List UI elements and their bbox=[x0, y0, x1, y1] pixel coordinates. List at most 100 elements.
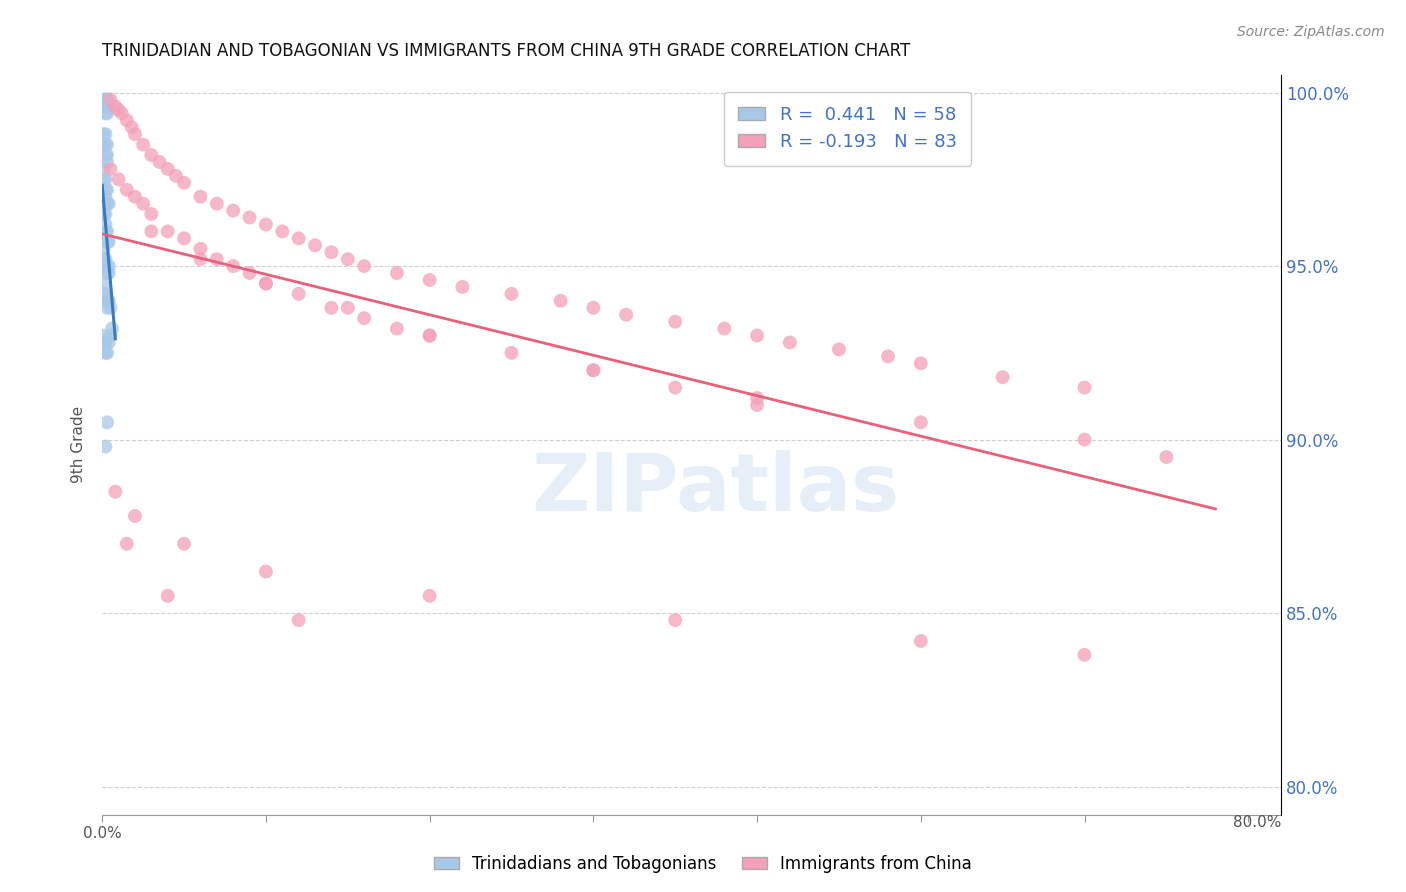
Point bbox=[254, 565, 277, 579]
Point bbox=[93, 172, 115, 186]
Point bbox=[745, 328, 768, 343]
Point bbox=[96, 155, 118, 169]
Point bbox=[238, 266, 260, 280]
Point bbox=[582, 363, 605, 377]
Point bbox=[1073, 433, 1095, 447]
Point bbox=[205, 252, 228, 267]
Point bbox=[96, 346, 118, 360]
Point bbox=[124, 190, 146, 204]
Point bbox=[97, 196, 120, 211]
Point bbox=[100, 161, 122, 176]
Point bbox=[93, 286, 115, 301]
Point bbox=[419, 328, 441, 343]
Point bbox=[141, 207, 163, 221]
Point bbox=[991, 370, 1014, 384]
Point bbox=[96, 415, 118, 429]
Point bbox=[96, 196, 118, 211]
Point bbox=[222, 203, 245, 218]
Point bbox=[100, 328, 122, 343]
Point bbox=[156, 589, 179, 603]
Point bbox=[451, 280, 474, 294]
Point bbox=[156, 224, 179, 238]
Point bbox=[93, 127, 115, 141]
Point bbox=[419, 328, 441, 343]
Point bbox=[96, 266, 118, 280]
Point bbox=[321, 245, 343, 260]
Point bbox=[385, 321, 408, 335]
Point bbox=[910, 634, 932, 648]
Point bbox=[94, 346, 117, 360]
Point bbox=[96, 259, 118, 273]
Point bbox=[779, 335, 801, 350]
Point bbox=[93, 137, 115, 152]
Point bbox=[148, 155, 170, 169]
Point bbox=[156, 161, 179, 176]
Point bbox=[550, 293, 572, 308]
Text: TRINIDADIAN AND TOBAGONIAN VS IMMIGRANTS FROM CHINA 9TH GRADE CORRELATION CHART: TRINIDADIAN AND TOBAGONIAN VS IMMIGRANTS… bbox=[103, 42, 911, 60]
Point bbox=[96, 148, 118, 162]
Point bbox=[287, 231, 309, 245]
Text: 80.0%: 80.0% bbox=[1233, 814, 1281, 830]
Point bbox=[190, 252, 212, 267]
Point bbox=[1156, 450, 1178, 464]
Point bbox=[93, 161, 115, 176]
Point bbox=[238, 211, 260, 225]
Point bbox=[96, 224, 118, 238]
Point bbox=[115, 537, 138, 551]
Point bbox=[1073, 381, 1095, 395]
Point bbox=[287, 613, 309, 627]
Point bbox=[100, 93, 122, 107]
Point bbox=[96, 183, 118, 197]
Point bbox=[828, 343, 851, 357]
Point bbox=[104, 99, 127, 113]
Point bbox=[173, 537, 195, 551]
Point bbox=[222, 259, 245, 273]
Point bbox=[254, 277, 277, 291]
Point bbox=[94, 440, 117, 454]
Point bbox=[165, 169, 187, 183]
Point bbox=[96, 293, 118, 308]
Point bbox=[501, 346, 523, 360]
Point bbox=[93, 99, 115, 113]
Point bbox=[93, 242, 115, 256]
Point bbox=[1073, 648, 1095, 662]
Point bbox=[910, 356, 932, 370]
Point bbox=[910, 415, 932, 429]
Point bbox=[96, 99, 118, 113]
Point bbox=[141, 224, 163, 238]
Point bbox=[93, 252, 115, 267]
Point bbox=[94, 190, 117, 204]
Point bbox=[96, 301, 118, 315]
Point bbox=[93, 196, 115, 211]
Text: Source: ZipAtlas.com: Source: ZipAtlas.com bbox=[1237, 25, 1385, 39]
Point bbox=[96, 235, 118, 249]
Point bbox=[713, 321, 735, 335]
Point bbox=[93, 335, 115, 350]
Point bbox=[96, 106, 118, 120]
Point bbox=[664, 381, 686, 395]
Point bbox=[877, 349, 900, 363]
Y-axis label: 9th Grade: 9th Grade bbox=[72, 406, 86, 483]
Point bbox=[94, 207, 117, 221]
Point bbox=[94, 93, 117, 107]
Point bbox=[419, 273, 441, 287]
Point bbox=[94, 127, 117, 141]
Legend: Trinidadians and Tobagonians, Immigrants from China: Trinidadians and Tobagonians, Immigrants… bbox=[427, 848, 979, 880]
Point bbox=[93, 93, 115, 107]
Point bbox=[115, 113, 138, 128]
Point bbox=[93, 207, 115, 221]
Text: ZIPatlas: ZIPatlas bbox=[531, 450, 900, 528]
Point bbox=[97, 266, 120, 280]
Point bbox=[205, 196, 228, 211]
Point bbox=[94, 183, 117, 197]
Point bbox=[94, 172, 117, 186]
Point bbox=[93, 328, 115, 343]
Point bbox=[254, 277, 277, 291]
Point bbox=[419, 589, 441, 603]
Point bbox=[94, 286, 117, 301]
Point bbox=[173, 231, 195, 245]
Point bbox=[124, 127, 146, 141]
Point bbox=[97, 293, 120, 308]
Point bbox=[94, 252, 117, 267]
Point bbox=[111, 106, 134, 120]
